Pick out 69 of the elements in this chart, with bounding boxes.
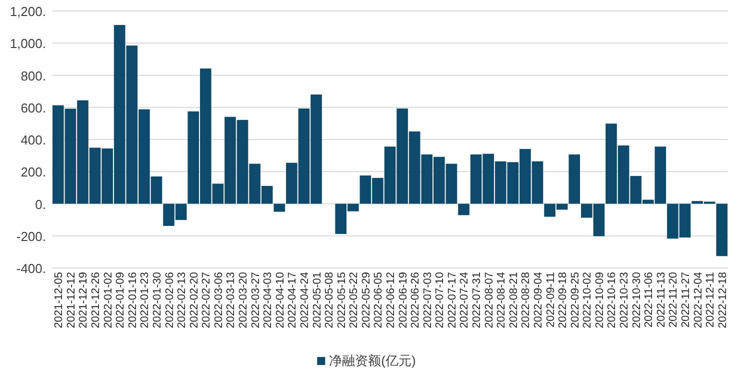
bar	[716, 204, 728, 256]
x-tick-label: 2022-05-01	[311, 272, 324, 328]
x-tick-label: 2022-07-24	[458, 272, 471, 328]
x-tick-label: 2022-09-25	[569, 272, 582, 328]
bar	[568, 154, 580, 204]
x-tick-label: 2022-10-16	[606, 272, 618, 328]
x-tick-label: 2022-01-16	[126, 272, 139, 328]
x-tick-label: 2022-06-05	[372, 272, 385, 328]
x-tick-label: 2022-09-18	[557, 272, 570, 328]
x-tick-label: 2022-04-24	[298, 272, 311, 328]
y-tick-label: 1,200.	[10, 4, 46, 19]
y-tick-label: 800.	[20, 68, 46, 84]
x-tick-label: 2022-04-17	[286, 272, 299, 328]
x-tick-label: 2022-08-21	[508, 272, 520, 328]
x-tick-label: 2021-12-19	[78, 272, 90, 328]
x-tick-label: 2022-08-07	[483, 272, 496, 328]
x-tick-label: 2021-12-26	[90, 272, 102, 328]
x-tick-label: 2022-10-30	[630, 272, 643, 328]
x-tick-label: 2022-07-03	[422, 272, 434, 328]
x-tick-label: 2022-02-20	[188, 272, 200, 328]
x-tick-label: 2022-09-11	[544, 272, 557, 328]
x-tick-label: 2022-08-14	[496, 272, 508, 328]
x-tick-label: 2022-02-27	[200, 272, 213, 328]
x-tick-label: 2022-07-10	[434, 272, 446, 328]
y-tick-label: 0.	[35, 196, 46, 212]
x-tick-label: 2022-02-06	[164, 272, 176, 328]
y-tick-label: 400.	[20, 132, 46, 148]
x-tick-label: 2022-06-12	[385, 272, 397, 328]
x-tick-label: 2022-01-23	[139, 272, 152, 328]
x-tick-label: 2022-10-23	[618, 272, 631, 328]
x-tick-label: 2022-03-13	[225, 272, 238, 328]
x-tick-label: 2022-01-02	[102, 272, 114, 328]
bar	[458, 204, 470, 216]
x-tick-label: 2022-05-08	[324, 272, 336, 328]
x-tick-label: 2022-11-20	[668, 272, 680, 328]
x-tick-label: 2022-07-31	[471, 272, 484, 328]
x-tick-label: 2022-12-11	[704, 272, 717, 328]
x-tick-label: 2022-03-27	[250, 272, 262, 328]
x-tick-label: 2022-03-20	[238, 272, 250, 328]
legend: 净融资额(亿元)	[317, 353, 416, 368]
x-tick-label: 2022-04-03	[262, 272, 274, 328]
x-tick-label: 2022-01-09	[114, 272, 127, 328]
bar	[274, 204, 286, 212]
x-tick-label: 2022-03-06	[212, 272, 225, 328]
x-tick-label: 2022-08-28	[520, 272, 532, 328]
y-tick-label: -200.	[16, 228, 46, 244]
x-tick-label: 2022-10-02	[582, 272, 594, 328]
x-tick-label: 2022-12-04	[692, 272, 704, 328]
x-tick-label: 2022-07-17	[446, 272, 458, 328]
y-tick-label: 1,000.	[10, 36, 46, 52]
y-tick-label: 200.	[20, 164, 46, 180]
x-tick-label: 2022-10-09	[594, 272, 606, 328]
x-tick-label: 2022-09-04	[532, 272, 544, 328]
x-tick-label: 2022-01-30	[151, 272, 164, 328]
x-tick-label: 2022-04-10	[274, 272, 286, 328]
x-tick-label: 2022-11-13	[655, 272, 668, 328]
x-tick-label: 2022-05-15	[336, 272, 348, 328]
x-tick-label: 2022-05-29	[360, 272, 372, 328]
x-tick-label: 2022-02-13	[176, 272, 188, 328]
x-tick-label: 2021-12-12	[65, 272, 78, 328]
x-tick-label: 2022-12-18	[716, 272, 729, 328]
x-tick-label: 2021-12-05	[53, 272, 66, 328]
x-tick-label: 2022-11-27	[680, 272, 692, 328]
x-tick-label: 2022-06-19	[397, 272, 410, 328]
x-tick-label: 2022-11-06	[643, 272, 656, 328]
y-tick-label: 600.	[20, 100, 46, 116]
x-tick-label: 2022-05-22	[348, 272, 360, 328]
y-tick-label: -400.	[16, 261, 46, 276]
x-tick-label: 2022-06-26	[410, 272, 422, 328]
